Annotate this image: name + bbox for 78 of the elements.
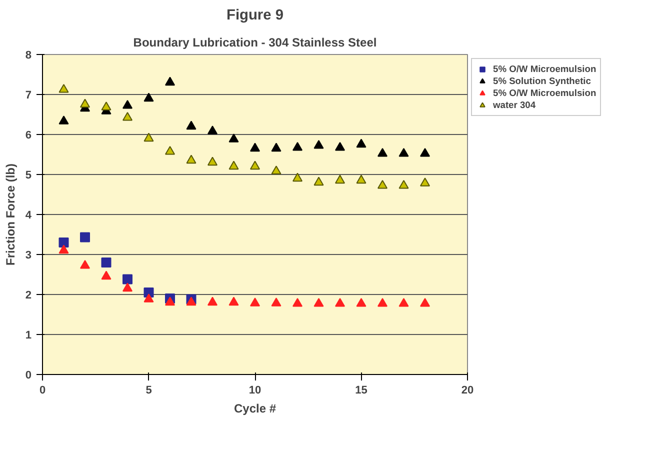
point <box>292 298 302 307</box>
point <box>208 156 218 166</box>
y-tick-label: 2 <box>25 290 32 302</box>
y-tick-label: 0 <box>25 370 32 382</box>
point <box>58 244 69 254</box>
point <box>292 172 302 182</box>
point <box>144 132 154 142</box>
point <box>271 166 282 174</box>
point <box>250 160 260 170</box>
point <box>314 298 324 307</box>
point <box>58 84 69 93</box>
point <box>335 298 345 307</box>
point <box>292 142 302 151</box>
point <box>144 92 154 102</box>
point <box>335 142 345 151</box>
point <box>80 232 90 242</box>
point <box>58 238 69 248</box>
y-tick-label: 3 <box>25 250 32 262</box>
point <box>398 298 409 307</box>
point <box>335 174 345 184</box>
point <box>398 180 409 189</box>
point <box>165 76 175 86</box>
point <box>101 258 112 268</box>
y-tick-label: 7 <box>25 90 32 102</box>
x-tick-label: 5 <box>146 384 152 396</box>
point <box>314 140 324 149</box>
point <box>356 298 366 307</box>
point <box>378 180 388 189</box>
y-tick-label: 6 <box>25 130 32 142</box>
chart-title: Figure 9 <box>226 8 284 24</box>
point <box>80 260 90 269</box>
point <box>122 100 132 109</box>
chart-subtitle: Boundary Lubrication - 304 Stainless Steel <box>133 36 377 50</box>
y-axis-title: Friction Force (lb) <box>3 163 18 266</box>
point <box>122 112 132 121</box>
point <box>186 120 196 130</box>
point <box>122 282 132 292</box>
point <box>208 126 218 134</box>
x-tick-label: 20 <box>461 384 474 396</box>
y-tick-label: 1 <box>25 330 32 342</box>
x-axis-title: Cycle # <box>234 402 276 416</box>
point <box>420 298 430 307</box>
point <box>144 294 154 302</box>
point <box>208 296 218 306</box>
x-tick-label: 10 <box>248 384 262 396</box>
point <box>398 148 409 157</box>
point <box>122 274 132 284</box>
point <box>228 296 239 306</box>
point <box>165 146 175 155</box>
point <box>101 102 112 110</box>
legend-label: 5% O/W Microemulsion <box>493 63 596 75</box>
point <box>420 148 430 157</box>
point <box>314 176 324 186</box>
point <box>250 142 260 152</box>
point <box>420 178 430 186</box>
legend-label: 5% O/W Microemulsion <box>493 87 596 99</box>
y-tick-label: 4 <box>25 210 32 222</box>
point <box>378 298 388 307</box>
point <box>186 296 196 306</box>
legend-label: 5% Solution Synthetic <box>493 75 591 87</box>
point <box>228 134 239 142</box>
y-tick-label: 5 <box>25 170 32 182</box>
y-tick-label: 8 <box>25 50 32 62</box>
x-tick-label: 0 <box>39 384 46 396</box>
point <box>165 296 175 306</box>
point <box>271 298 282 306</box>
point <box>58 116 69 124</box>
x-tick-label: 15 <box>355 384 368 396</box>
point <box>80 98 90 108</box>
point <box>378 148 388 157</box>
point <box>228 160 239 170</box>
point <box>186 154 196 164</box>
point <box>250 298 260 306</box>
legend-label: water 304 <box>493 99 536 111</box>
point <box>356 174 366 184</box>
point <box>271 142 282 152</box>
point <box>101 270 112 280</box>
point <box>356 138 366 148</box>
